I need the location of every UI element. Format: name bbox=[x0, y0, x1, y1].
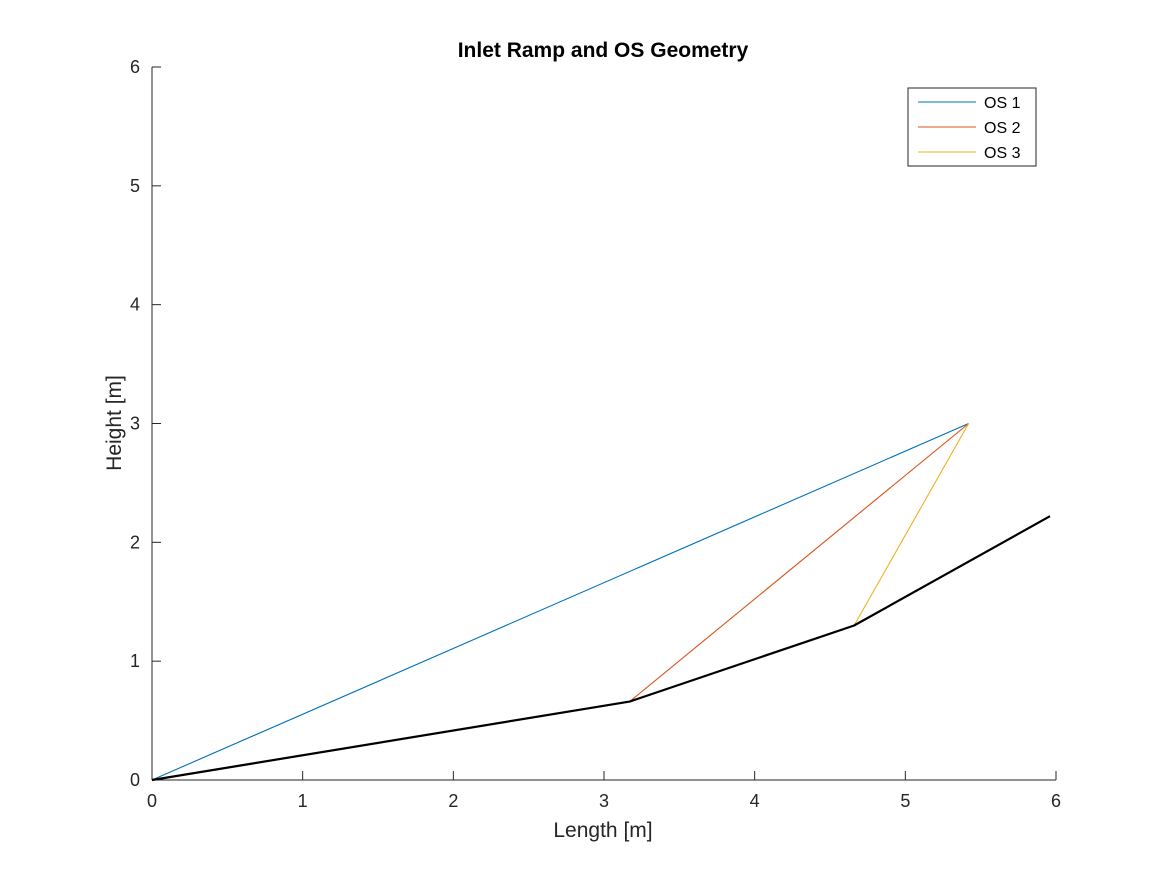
legend: OS 1 OS 2 OS 3 bbox=[907, 87, 1037, 167]
y-tick-label: 5 bbox=[130, 176, 140, 196]
series-line-os-2 bbox=[629, 423, 969, 702]
chart-title: Inlet Ramp and OS Geometry bbox=[458, 39, 749, 62]
plot-area: 0 1 2 3 4 5 6 0 1 2 3 4 5 6 bbox=[130, 57, 1061, 811]
legend-label-os-2: OS 2 bbox=[984, 120, 1021, 137]
legend-label-os-1: OS 1 bbox=[984, 95, 1021, 112]
x-tick-label: 2 bbox=[448, 791, 458, 811]
y-tick-label: 0 bbox=[130, 770, 140, 790]
legend-label-os-3: OS 3 bbox=[984, 145, 1021, 162]
y-tick-label: 4 bbox=[130, 295, 140, 315]
y-tick-label: 2 bbox=[130, 532, 140, 552]
x-tick-label: 3 bbox=[599, 791, 609, 811]
series-line-os-1 bbox=[151, 422, 969, 781]
y-tick-label: 1 bbox=[130, 651, 140, 671]
x-tick-label: 1 bbox=[298, 791, 308, 811]
x-tick-label: 6 bbox=[1051, 791, 1061, 811]
x-axis-label: Length [m] bbox=[553, 819, 652, 842]
y-axis-label: Height [m] bbox=[103, 375, 126, 471]
x-tick-label: 0 bbox=[147, 791, 157, 811]
series-line-os-3 bbox=[853, 423, 970, 626]
y-tick-label: 6 bbox=[130, 57, 140, 77]
y-tick-label: 3 bbox=[130, 414, 140, 434]
x-tick-label: 4 bbox=[750, 791, 760, 811]
ramp-line bbox=[151, 515, 1051, 782]
x-tick-label: 5 bbox=[900, 791, 910, 811]
